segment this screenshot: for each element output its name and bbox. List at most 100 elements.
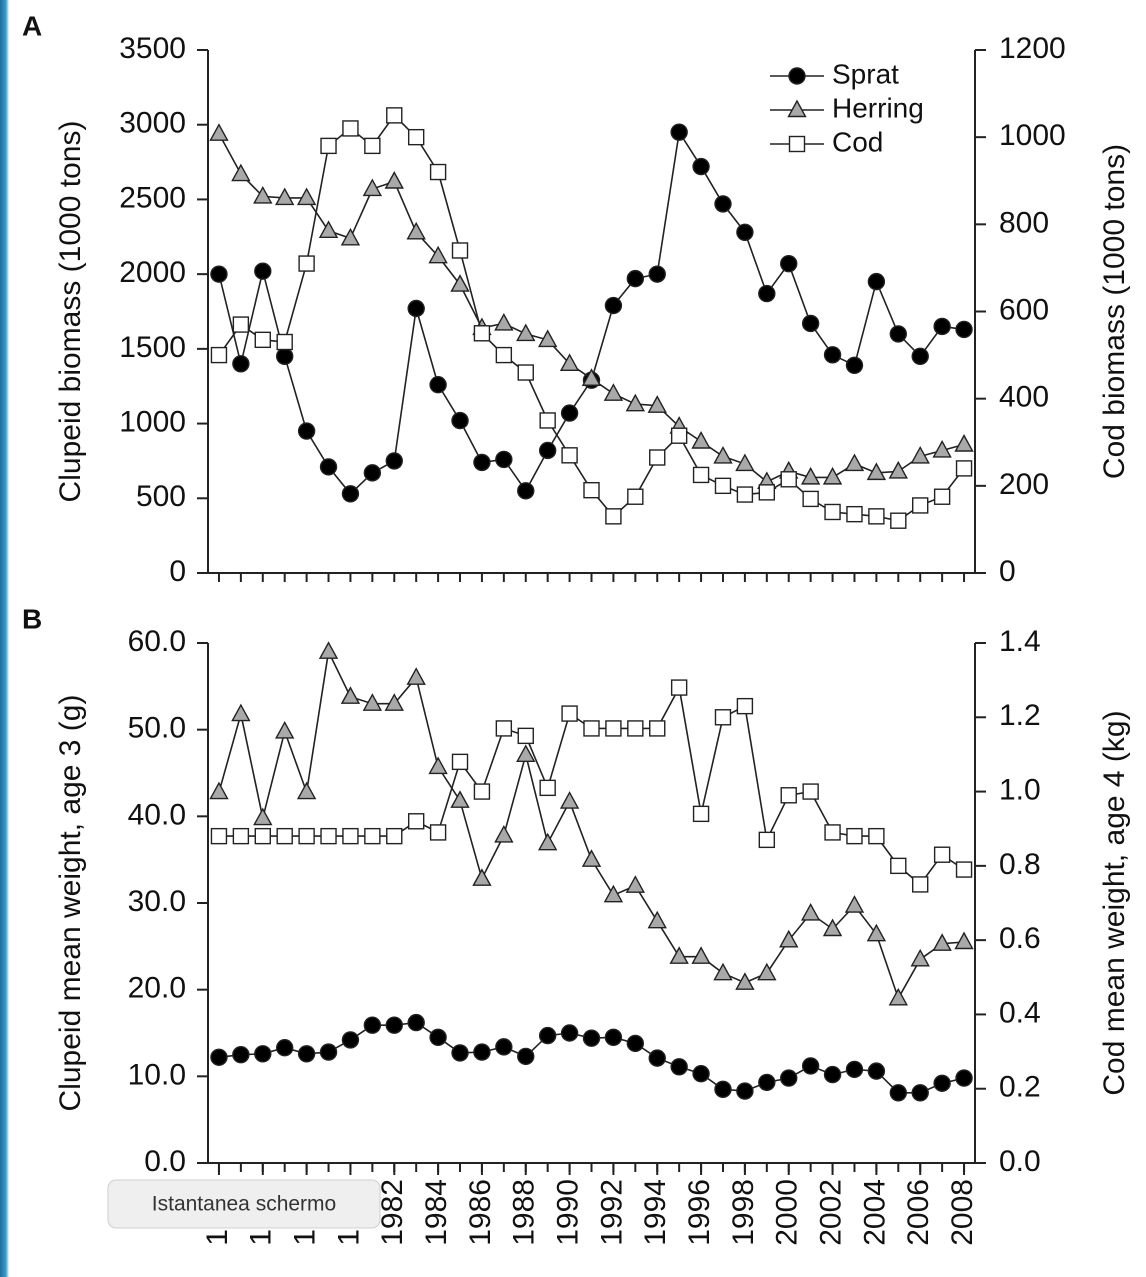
marker-circle [560,1024,579,1042]
marker-circle [604,296,623,315]
y2-tick-label: 1200 [999,32,1066,65]
marker-triangle [800,466,821,485]
marker-triangle [888,987,908,1006]
y2-axis-label: Cod biomass (1000 tons) [1098,144,1131,479]
marker-triangle [494,824,514,843]
marker-triangle [209,781,229,800]
marker-triangle [296,781,317,800]
marker-circle [232,1045,250,1064]
marker-square [955,861,973,878]
x-tick-label: 1984 [420,1179,453,1246]
marker-triangle [954,434,974,452]
figure-background [9,4,1146,1277]
marker-triangle [691,431,711,449]
legend-marker [788,135,806,153]
x-tick-label: 2006 [902,1179,935,1246]
marker-square [955,460,973,477]
marker-circle [297,422,316,440]
marker-circle [451,1044,469,1062]
marker-triangle [625,875,646,893]
marker-circle [276,347,294,366]
y2-tick-label: 0.2 [999,1071,1041,1104]
x-tick-label: 1990 [552,1179,585,1246]
legend-label: Sprat [832,58,899,89]
y-axis-label: Clupeid biomass (1000 tons) [54,121,87,503]
marker-circle [933,1074,951,1092]
marker-circle [517,1047,535,1066]
marker-square [912,876,929,893]
marker-circle [648,1049,666,1067]
marker-circle [473,453,491,472]
marker-square [320,827,337,845]
marker-square [342,120,359,137]
panel-label: A [22,10,42,41]
tooltip: Istantanea schermo [152,1193,336,1216]
marker-circle [867,1062,886,1080]
marker-circle [955,320,973,339]
marker-square [802,490,819,508]
marker-circle [276,1039,294,1057]
marker-circle [801,1057,820,1075]
y-tick-label: 500 [136,480,186,513]
marker-square [912,497,929,514]
marker-circle [429,376,447,394]
marker-square [758,484,776,501]
marker-triangle [603,884,624,903]
marker-triangle [735,972,755,990]
marker-square [407,128,425,146]
marker-square [364,137,381,155]
marker-circle [714,195,732,213]
x-tick-label: 1986 [464,1179,497,1246]
marker-square [298,827,315,845]
marker-square [824,503,841,521]
y2-tick-label: 1.2 [999,699,1041,732]
x-tick-label: 1988 [508,1179,541,1246]
marker-triangle [647,395,667,413]
marker-triangle [450,274,470,292]
marker-square [758,831,776,849]
marker-triangle [384,171,404,189]
y2-tick-label: 1000 [999,119,1066,152]
marker-triangle [406,221,426,240]
marker-triangle [428,756,448,775]
marker-square [342,827,359,845]
marker-triangle [932,440,952,458]
y2-tick-label: 400 [999,381,1049,414]
y-tick-label: 60.0 [128,625,186,658]
marker-square [451,242,469,259]
marker-circle [319,458,338,476]
marker-circle [692,1065,710,1083]
marker-square [714,709,732,726]
marker-square [429,163,447,181]
marker-circle [889,1084,907,1102]
marker-triangle [844,895,865,913]
marker-circle [911,347,929,366]
marker-triangle [516,323,536,342]
marker-square [386,107,403,124]
marker-circle [845,356,864,374]
marker-circle [692,157,710,176]
marker-circle [363,464,382,482]
marker-circle [538,441,557,460]
marker-square [890,857,907,875]
marker-circle [319,1043,338,1061]
marker-circle [385,1016,403,1034]
marker-square [473,325,491,342]
marker-circle [648,265,666,283]
marker-circle [626,1034,645,1053]
marker-circle [407,299,425,318]
y-tick-label: 3000 [119,107,186,140]
marker-square [407,813,425,830]
x-tick-label: 1996 [683,1179,716,1246]
marker-triangle [296,187,317,206]
marker-circle [736,223,754,242]
marker-triangle [318,641,339,659]
marker-square [517,727,534,745]
marker-circle [780,254,798,273]
marker-circle [670,123,688,141]
marker-circle [823,346,842,364]
marker-triangle [954,931,974,950]
marker-triangle [735,453,755,472]
marker-triangle [713,445,733,464]
